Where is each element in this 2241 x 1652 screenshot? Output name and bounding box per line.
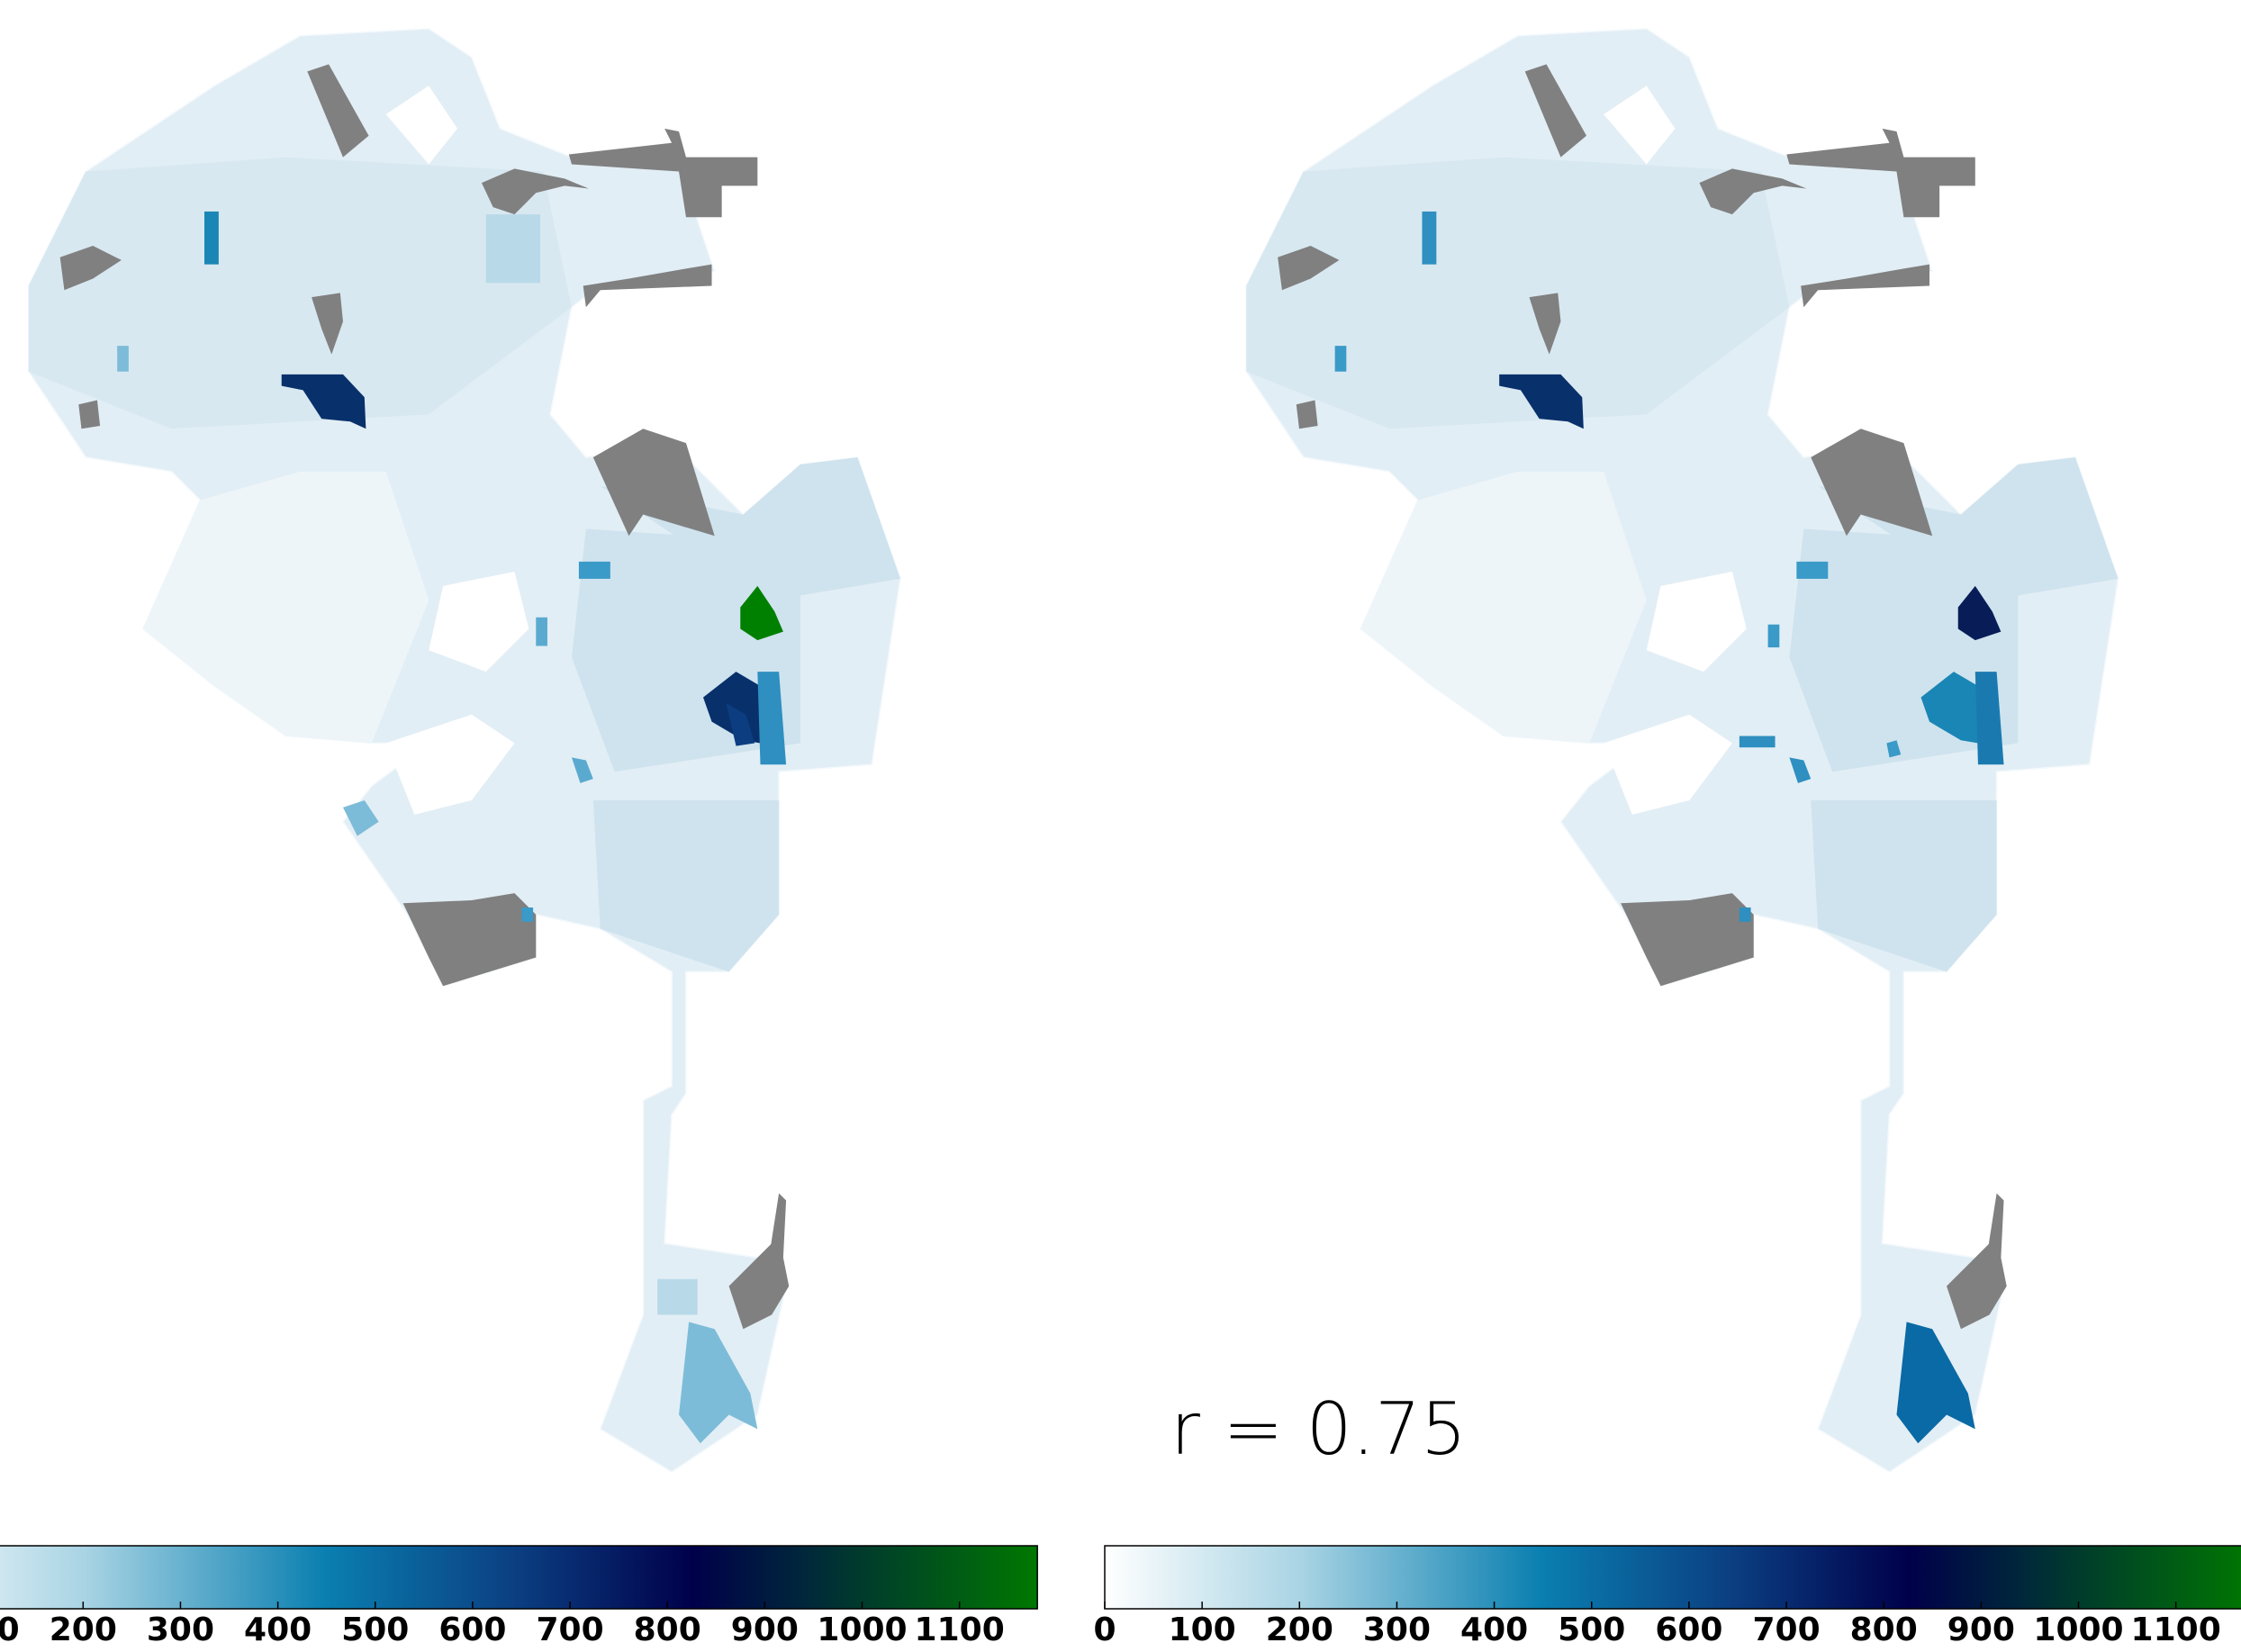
colorbar-tick-label: 600 [1655, 1611, 1722, 1648]
colorbar-tick-label: 300 [1363, 1611, 1431, 1648]
colorbar-tick-label: 1100 [2131, 1611, 2221, 1648]
colorbar-tick-label: 1100 [915, 1611, 1005, 1648]
colorbar-tick-label: 500 [341, 1611, 409, 1648]
colorbar-tick-label: 800 [1850, 1611, 1918, 1648]
colorbar-tick-label: 400 [1460, 1611, 1528, 1648]
colorbar-tick-label: 300 [147, 1611, 214, 1648]
correlation-annotation: r = 0.75 [1170, 1387, 1467, 1471]
colorbar-tick-label: 1000 [817, 1611, 907, 1648]
right-map [1246, 29, 2118, 1472]
colorbar [0, 1546, 1037, 1609]
colorbar-tick-label: 900 [731, 1611, 799, 1648]
colorbar-tick-label: 0 [1093, 1611, 1116, 1648]
colorbar-tick-label: 1000 [2033, 1611, 2123, 1648]
colorbar-tick-label: 900 [1947, 1611, 2015, 1648]
colorbar-tick-label: 600 [438, 1611, 506, 1648]
colorbars: 1002003004005006007008009001000110001002… [0, 1546, 2241, 1648]
colorbar-tick-label: 700 [536, 1611, 603, 1648]
colorbar-tick-label: 700 [1752, 1611, 1820, 1648]
maps [29, 29, 2119, 1472]
colorbar-tick-label: 200 [50, 1611, 117, 1648]
colorbar-tick-label: 100 [0, 1611, 20, 1648]
colorbar-tick-label: 500 [1558, 1611, 1625, 1648]
colorbar-tick-label: 400 [244, 1611, 312, 1648]
left-map [29, 29, 900, 1472]
colorbar-tick-label: 100 [1169, 1611, 1236, 1648]
page: r = 0.75 1002003004005006007008009001000… [0, 0, 2241, 1652]
colorbar [1105, 1546, 2241, 1609]
colorbar-tick-label: 200 [1266, 1611, 1333, 1648]
colorbar-tick-label: 800 [634, 1611, 701, 1648]
